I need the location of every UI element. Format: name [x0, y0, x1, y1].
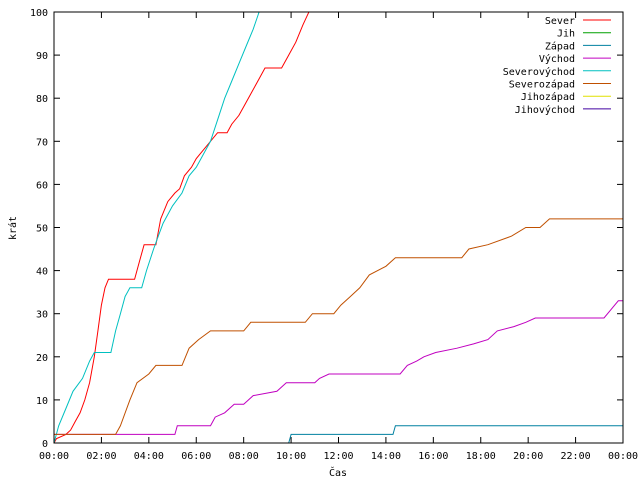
- x-tick-label: 22:00: [561, 451, 591, 462]
- x-tick-label: 02:00: [86, 451, 116, 462]
- legend-label: Jihozápad: [521, 91, 575, 103]
- legend-label: Jihovýchod: [515, 104, 575, 116]
- axis-ticks: 0 10 20 30 40 50 60 70 80 90 100 00:00 02:00 04:00 06:…: [30, 8, 638, 462]
- x-tick-label: 00:00: [39, 451, 69, 462]
- series-lines: [54, 12, 623, 443]
- legend-label: Západ: [545, 40, 575, 52]
- y-tick-label: 60: [36, 180, 48, 191]
- x-tick-label: 16:00: [418, 451, 448, 462]
- x-tick-label: 20:00: [513, 451, 543, 462]
- y-tick-label: 90: [36, 51, 48, 62]
- plot-frame: [53, 11, 624, 444]
- x-tick-label: 08:00: [229, 451, 259, 462]
- x-tick-label: 14:00: [371, 451, 401, 462]
- x-tick-label: 04:00: [134, 451, 164, 462]
- x-tick-label: 00:00: [608, 451, 638, 462]
- x-axis-label: Čas: [329, 466, 347, 479]
- legend-label: Jih: [557, 29, 575, 40]
- series-line-Západ: [54, 425, 623, 443]
- y-tick-label: 100: [30, 8, 48, 19]
- y-tick-label: 80: [36, 94, 48, 105]
- y-tick-label: 40: [36, 267, 48, 278]
- legend-label: Severovýchod: [503, 66, 575, 78]
- y-tick-label: 10: [36, 396, 48, 407]
- y-tick-label: 50: [36, 224, 48, 235]
- x-tick-label: 12:00: [323, 451, 353, 462]
- legend-label: Východ: [539, 53, 575, 65]
- x-tick-label: 10:00: [276, 451, 306, 462]
- x-tick-label: 06:00: [181, 451, 211, 462]
- y-tick-label: 20: [36, 353, 48, 364]
- series-line-Sever: [54, 12, 310, 443]
- y-tick-label: 30: [36, 310, 48, 321]
- series-line-Severozápad: [54, 218, 623, 435]
- y-tick-label: 0: [42, 439, 48, 450]
- series-line-Severovýchod: [54, 12, 260, 443]
- y-axis-label: krát: [7, 216, 19, 240]
- legend: Sever JihZápadVýchodSeverovýchodSeverozáp…: [503, 16, 611, 116]
- series-line-Východ: [54, 300, 623, 435]
- y-tick-label: 70: [36, 137, 48, 148]
- x-tick-label: 18:00: [466, 451, 496, 462]
- legend-label: Severozápad: [509, 79, 575, 91]
- legend-label: Sever: [545, 16, 575, 27]
